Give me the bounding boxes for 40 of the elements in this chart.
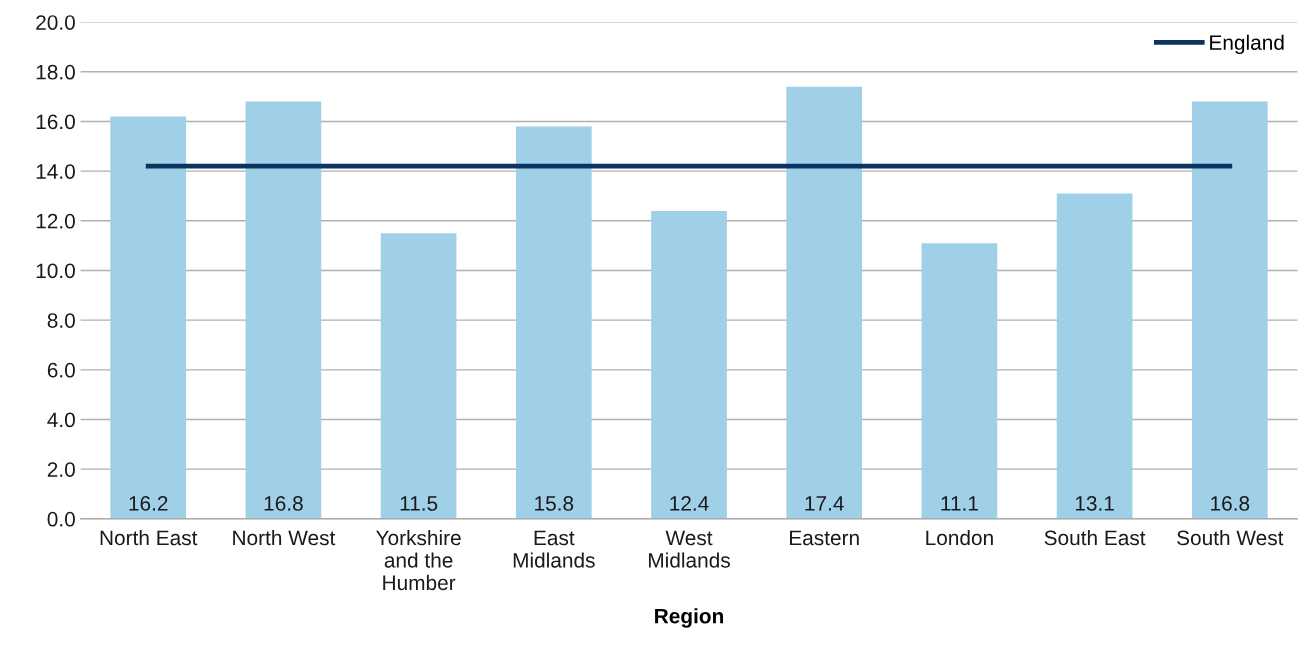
x-axis-title: Region	[655, 608, 724, 628]
legend-label: England	[1210, 34, 1284, 55]
bar	[921, 243, 998, 519]
data-label: 11.1	[941, 496, 978, 511]
data-label: 11.5	[400, 496, 438, 511]
x-tick-label: East Midlands	[513, 530, 595, 568]
y-tick-label: 2.0	[47, 462, 75, 477]
y-tick-label: 12.0	[36, 213, 75, 229]
bar	[245, 101, 322, 519]
x-tick-label: West Midlands	[649, 530, 730, 568]
y-tick-label: 14.0	[36, 164, 75, 179]
bar	[1056, 193, 1133, 519]
x-tick-label: South East	[1044, 529, 1146, 546]
bar	[1191, 101, 1268, 519]
data-label: 12.4	[670, 496, 709, 511]
data-label: 15.8	[535, 496, 574, 511]
y-tick-label: 0.0	[47, 511, 75, 527]
bar	[515, 126, 592, 519]
data-label: 16.8	[264, 496, 303, 511]
y-tick-label: 16.0	[36, 114, 75, 130]
x-tick-label: London	[926, 529, 993, 546]
x-tick-label: Eastern	[790, 530, 859, 546]
bar	[651, 210, 727, 519]
bar	[110, 116, 187, 519]
bar	[380, 233, 457, 519]
y-tick-label: 10.0	[36, 263, 75, 279]
data-label: 17.4	[805, 496, 844, 511]
data-label: 16.8	[1211, 496, 1250, 511]
x-tick-label: Yorkshire and the Humber	[376, 529, 461, 591]
y-tick-label: 6.0	[47, 362, 75, 378]
y-tick-label: 4.0	[47, 412, 75, 428]
y-tick-label: 20.0	[36, 15, 75, 30]
bar	[786, 86, 863, 519]
y-tick-label: 8.0	[47, 313, 75, 328]
data-label: 16.2	[129, 496, 168, 511]
x-tick-label: North East	[100, 529, 198, 546]
x-tick-label: South West	[1177, 529, 1284, 546]
y-tick-label: 18.0	[36, 64, 75, 80]
x-tick-label: North West	[233, 529, 336, 546]
data-label: 13.1	[1075, 496, 1114, 511]
